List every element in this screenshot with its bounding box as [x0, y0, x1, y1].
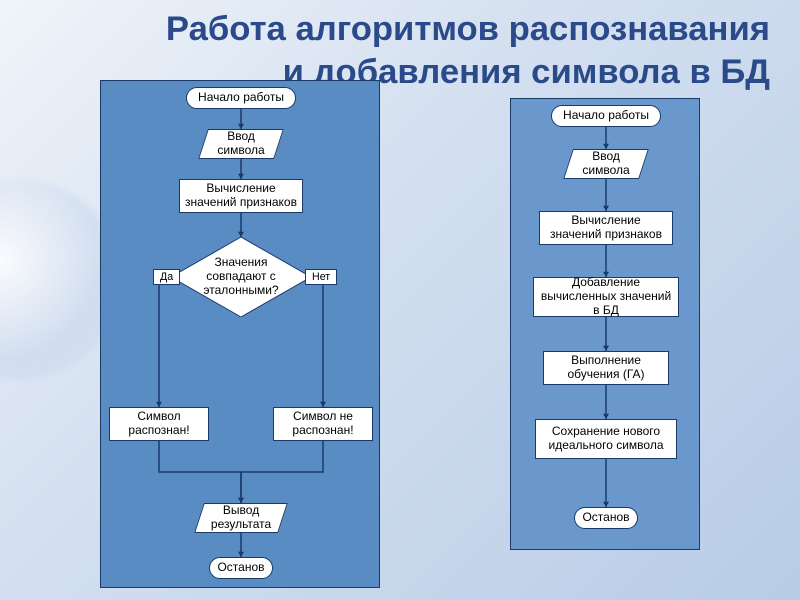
flow-arrow	[233, 525, 249, 565]
flow-arrow	[233, 151, 249, 187]
flow-arrow	[598, 119, 614, 157]
flowchart-panel-recognition: Начало работыВвод символаВычисление знач…	[100, 80, 380, 588]
flow-arrow	[598, 171, 614, 219]
flow-arrow	[233, 101, 249, 137]
flow-node-label: Значения совпадают с эталонными?	[171, 256, 311, 297]
flow-arrow	[598, 377, 614, 427]
flow-arrow	[233, 205, 249, 245]
flow-arrow	[598, 309, 614, 359]
flow-arrow	[598, 451, 614, 515]
flow-node-l-dec: Значения совпадают с эталонными?	[171, 237, 311, 317]
flow-arrow	[233, 433, 331, 511]
flowchart-panel-addition: Начало работыВвод символаВычисление знач…	[510, 98, 700, 550]
flow-arrow	[598, 237, 614, 285]
